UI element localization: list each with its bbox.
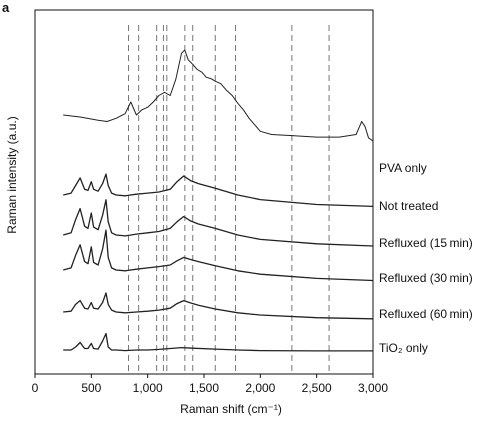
traces [63, 49, 374, 352]
x-tick-label: 0 [32, 381, 39, 395]
series-trace [63, 229, 374, 282]
axes [34, 9, 374, 375]
series-label: Refluxed (15 min) [379, 236, 473, 250]
x-tick-label: 2,000 [245, 381, 275, 395]
x-ticks: 0 500 1,000 1,500 2,000 2,500 3,000 [32, 374, 388, 395]
x-tick-label: 3,000 [358, 381, 388, 395]
y-axis-label: Raman intensity (a.u.) [5, 116, 19, 233]
series-trace [63, 332, 373, 352]
x-axis-label: Raman shift (cm⁻¹) [180, 402, 282, 416]
x-tick-label: 500 [81, 381, 101, 395]
plot-frame [34, 9, 374, 375]
series-trace [63, 199, 374, 247]
series-label: TiO₂ only [379, 341, 428, 355]
x-tick-label: 1,500 [189, 381, 219, 395]
x-tick-label: 1,000 [133, 381, 163, 395]
series-label: PVA only [379, 161, 427, 175]
series-label: Refluxed (30 min) [379, 271, 473, 285]
series-trace [63, 49, 374, 142]
series-trace [63, 173, 374, 208]
series-trace [63, 292, 374, 320]
series-labels: PVA only Not treated Refluxed (15 min) Refl… [379, 161, 473, 355]
x-tick-label: 2,500 [302, 381, 332, 395]
reference-lines [128, 25, 330, 374]
panel-label: a [2, 0, 10, 15]
series-label: Not treated [379, 199, 438, 213]
series-label: Refluxed (60 min) [379, 307, 473, 321]
